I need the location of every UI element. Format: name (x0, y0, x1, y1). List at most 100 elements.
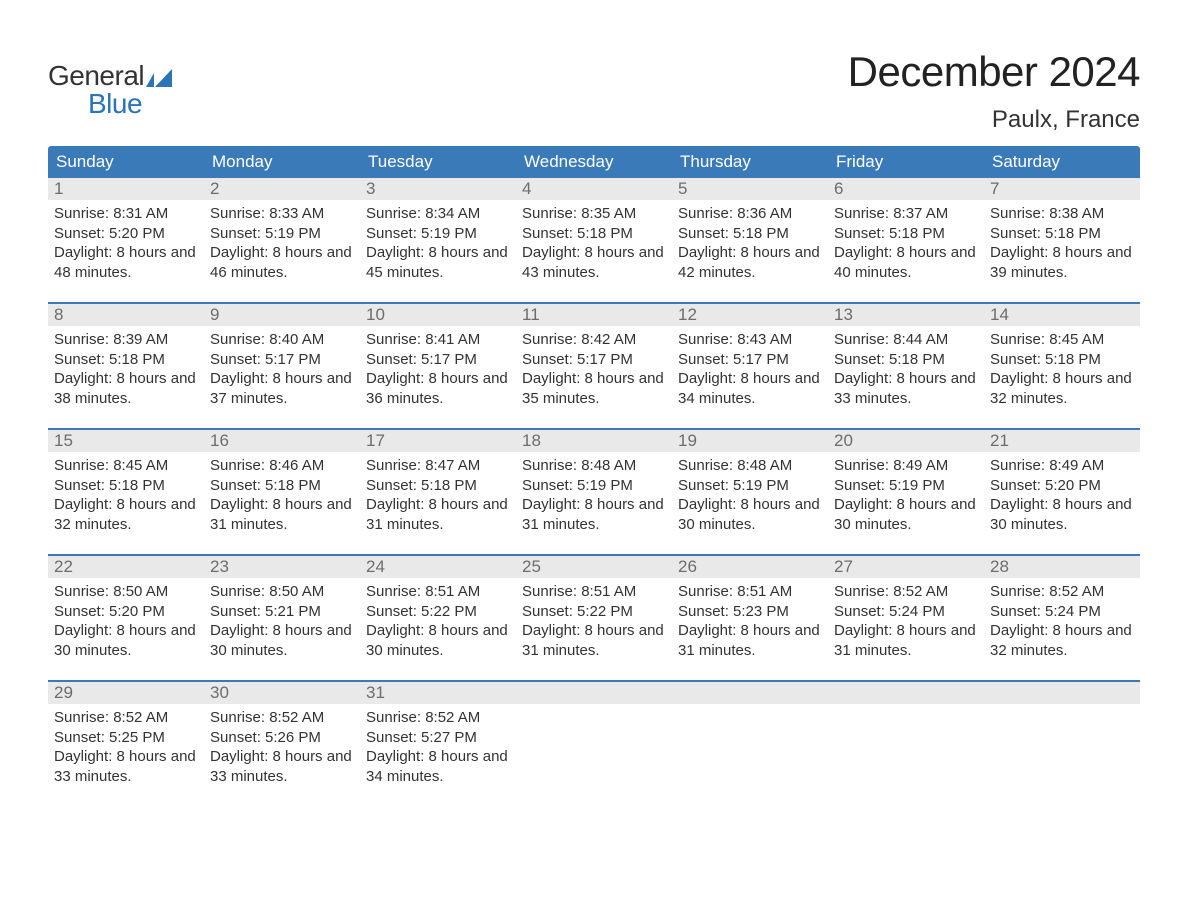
sunrise-line: Sunrise: 8:41 AM (366, 330, 510, 350)
sunrise-line: Sunrise: 8:45 AM (990, 330, 1134, 350)
day-body: Sunrise: 8:49 AMSunset: 5:20 PMDaylight:… (984, 452, 1140, 534)
sunset-line: Sunset: 5:27 PM (366, 728, 510, 748)
header-area: General Blue December 2024 Paulx, France (48, 48, 1140, 134)
day-cell: 12Sunrise: 8:43 AMSunset: 5:17 PMDayligh… (672, 304, 828, 408)
day-number: 2 (204, 178, 360, 200)
daylight-line: Daylight: 8 hours and 31 minutes. (522, 621, 666, 660)
sunset-line: Sunset: 5:21 PM (210, 602, 354, 622)
sunrise-line: Sunrise: 8:51 AM (678, 582, 822, 602)
day-body: Sunrise: 8:52 AMSunset: 5:24 PMDaylight:… (828, 578, 984, 660)
sunset-line: Sunset: 5:23 PM (678, 602, 822, 622)
sunrise-line: Sunrise: 8:37 AM (834, 204, 978, 224)
logo: General Blue (48, 48, 172, 118)
day-body: Sunrise: 8:51 AMSunset: 5:23 PMDaylight:… (672, 578, 828, 660)
sunrise-line: Sunrise: 8:39 AM (54, 330, 198, 350)
day-cell (672, 682, 828, 786)
sunset-line: Sunset: 5:22 PM (522, 602, 666, 622)
sunrise-line: Sunrise: 8:33 AM (210, 204, 354, 224)
daylight-line: Daylight: 8 hours and 30 minutes. (366, 621, 510, 660)
day-cell: 6Sunrise: 8:37 AMSunset: 5:18 PMDaylight… (828, 178, 984, 282)
day-body: Sunrise: 8:43 AMSunset: 5:17 PMDaylight:… (672, 326, 828, 408)
day-number: 29 (48, 682, 204, 704)
day-cell: 22Sunrise: 8:50 AMSunset: 5:20 PMDayligh… (48, 556, 204, 660)
logo-text-line2: Blue (88, 90, 172, 118)
day-number: 9 (204, 304, 360, 326)
sunrise-line: Sunrise: 8:40 AM (210, 330, 354, 350)
sunset-line: Sunset: 5:20 PM (54, 224, 198, 244)
daylight-line: Daylight: 8 hours and 43 minutes. (522, 243, 666, 282)
day-body: Sunrise: 8:35 AMSunset: 5:18 PMDaylight:… (516, 200, 672, 282)
sunrise-line: Sunrise: 8:34 AM (366, 204, 510, 224)
day-cell: 9Sunrise: 8:40 AMSunset: 5:17 PMDaylight… (204, 304, 360, 408)
day-number: 24 (360, 556, 516, 578)
daylight-line: Daylight: 8 hours and 32 minutes. (990, 369, 1134, 408)
sunrise-line: Sunrise: 8:46 AM (210, 456, 354, 476)
weekday-header: Monday (204, 146, 360, 178)
day-number: 30 (204, 682, 360, 704)
sunrise-line: Sunrise: 8:49 AM (834, 456, 978, 476)
day-number: 31 (360, 682, 516, 704)
sunset-line: Sunset: 5:19 PM (834, 476, 978, 496)
day-cell: 21Sunrise: 8:49 AMSunset: 5:20 PMDayligh… (984, 430, 1140, 534)
location-label: Paulx, France (848, 106, 1140, 134)
sunset-line: Sunset: 5:18 PM (990, 224, 1134, 244)
day-number (828, 682, 984, 704)
day-cell: 1Sunrise: 8:31 AMSunset: 5:20 PMDaylight… (48, 178, 204, 282)
sunset-line: Sunset: 5:25 PM (54, 728, 198, 748)
day-number (672, 682, 828, 704)
week-row: 15Sunrise: 8:45 AMSunset: 5:18 PMDayligh… (48, 428, 1140, 534)
sunset-line: Sunset: 5:17 PM (366, 350, 510, 370)
sunrise-line: Sunrise: 8:51 AM (522, 582, 666, 602)
sunset-line: Sunset: 5:17 PM (678, 350, 822, 370)
day-number: 6 (828, 178, 984, 200)
day-cell: 30Sunrise: 8:52 AMSunset: 5:26 PMDayligh… (204, 682, 360, 786)
day-body: Sunrise: 8:44 AMSunset: 5:18 PMDaylight:… (828, 326, 984, 408)
sunset-line: Sunset: 5:18 PM (210, 476, 354, 496)
day-body: Sunrise: 8:40 AMSunset: 5:17 PMDaylight:… (204, 326, 360, 408)
day-cell: 11Sunrise: 8:42 AMSunset: 5:17 PMDayligh… (516, 304, 672, 408)
sunset-line: Sunset: 5:20 PM (990, 476, 1134, 496)
day-cell: 29Sunrise: 8:52 AMSunset: 5:25 PMDayligh… (48, 682, 204, 786)
day-number: 15 (48, 430, 204, 452)
sunrise-line: Sunrise: 8:52 AM (834, 582, 978, 602)
sunrise-line: Sunrise: 8:52 AM (54, 708, 198, 728)
day-cell (984, 682, 1140, 786)
sunset-line: Sunset: 5:26 PM (210, 728, 354, 748)
daylight-line: Daylight: 8 hours and 30 minutes. (210, 621, 354, 660)
day-cell: 7Sunrise: 8:38 AMSunset: 5:18 PMDaylight… (984, 178, 1140, 282)
daylight-line: Daylight: 8 hours and 31 minutes. (366, 495, 510, 534)
day-body: Sunrise: 8:31 AMSunset: 5:20 PMDaylight:… (48, 200, 204, 282)
sunset-line: Sunset: 5:18 PM (366, 476, 510, 496)
day-cell: 18Sunrise: 8:48 AMSunset: 5:19 PMDayligh… (516, 430, 672, 534)
daylight-line: Daylight: 8 hours and 48 minutes. (54, 243, 198, 282)
day-number: 13 (828, 304, 984, 326)
sunrise-line: Sunrise: 8:51 AM (366, 582, 510, 602)
day-body: Sunrise: 8:48 AMSunset: 5:19 PMDaylight:… (516, 452, 672, 534)
day-body: Sunrise: 8:52 AMSunset: 5:25 PMDaylight:… (48, 704, 204, 786)
sunrise-line: Sunrise: 8:38 AM (990, 204, 1134, 224)
day-body: Sunrise: 8:34 AMSunset: 5:19 PMDaylight:… (360, 200, 516, 282)
day-body: Sunrise: 8:46 AMSunset: 5:18 PMDaylight:… (204, 452, 360, 534)
day-number: 10 (360, 304, 516, 326)
day-cell: 10Sunrise: 8:41 AMSunset: 5:17 PMDayligh… (360, 304, 516, 408)
day-cell: 8Sunrise: 8:39 AMSunset: 5:18 PMDaylight… (48, 304, 204, 408)
day-number: 8 (48, 304, 204, 326)
day-cell: 14Sunrise: 8:45 AMSunset: 5:18 PMDayligh… (984, 304, 1140, 408)
day-cell: 24 Sunrise: 8:51 AMSunset: 5:22 PMDayligh… (360, 556, 516, 660)
daylight-line: Daylight: 8 hours and 30 minutes. (54, 621, 198, 660)
sunset-line: Sunset: 5:19 PM (210, 224, 354, 244)
sunset-line: Sunset: 5:22 PM (366, 602, 510, 622)
day-number: 5 (672, 178, 828, 200)
day-body: Sunrise: 8:50 AMSunset: 5:21 PMDaylight:… (204, 578, 360, 660)
week-row: 1Sunrise: 8:31 AMSunset: 5:20 PMDaylight… (48, 178, 1140, 282)
day-number: 19 (672, 430, 828, 452)
weekday-header: Wednesday (516, 146, 672, 178)
daylight-line: Daylight: 8 hours and 39 minutes. (990, 243, 1134, 282)
day-cell: 23Sunrise: 8:50 AMSunset: 5:21 PMDayligh… (204, 556, 360, 660)
day-body: Sunrise: 8:47 AMSunset: 5:18 PMDaylight:… (360, 452, 516, 534)
day-cell: 2Sunrise: 8:33 AMSunset: 5:19 PMDaylight… (204, 178, 360, 282)
sunrise-line: Sunrise: 8:52 AM (990, 582, 1134, 602)
day-number: 25 (516, 556, 672, 578)
sunset-line: Sunset: 5:19 PM (366, 224, 510, 244)
daylight-line: Daylight: 8 hours and 31 minutes. (678, 621, 822, 660)
